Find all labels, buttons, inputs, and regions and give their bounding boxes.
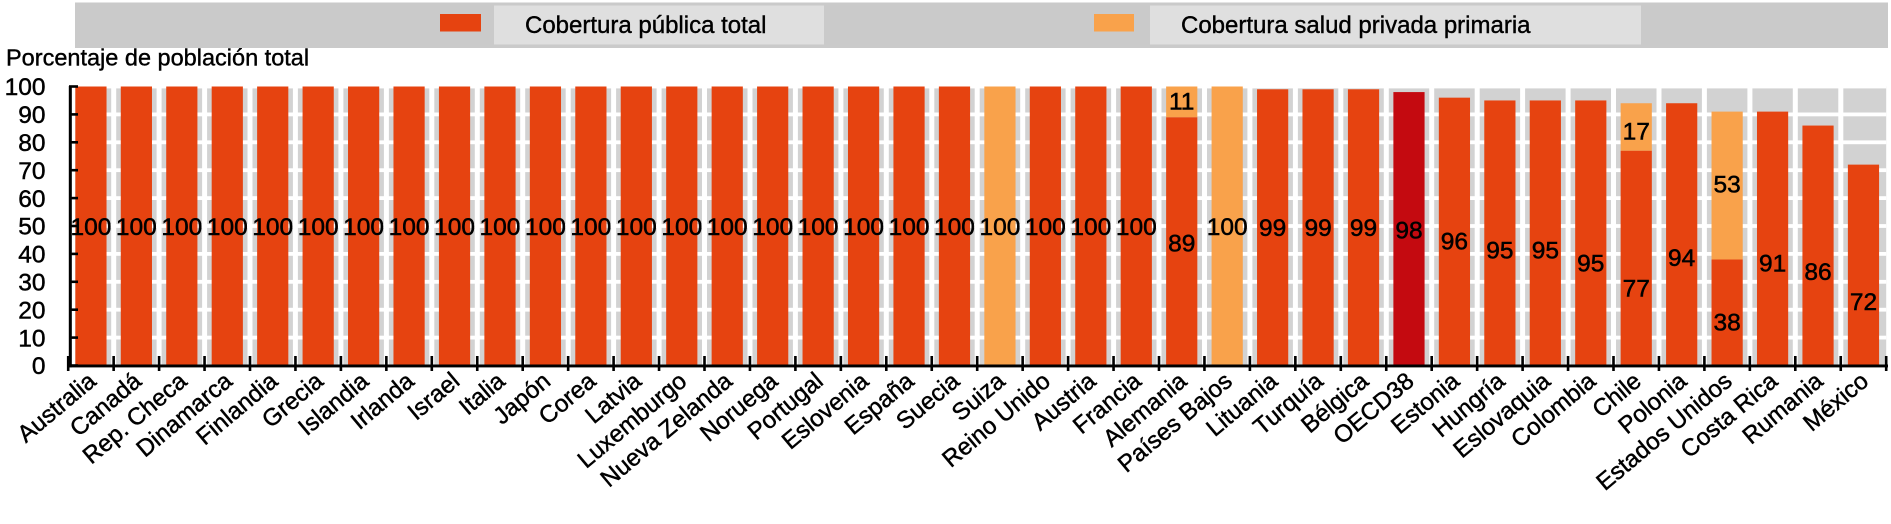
svg-text:70: 70 — [18, 158, 45, 185]
svg-text:100: 100 — [5, 74, 46, 101]
svg-text:11: 11 — [1169, 88, 1194, 115]
svg-text:100: 100 — [252, 214, 293, 241]
svg-text:98: 98 — [1395, 217, 1422, 244]
svg-text:100: 100 — [1207, 214, 1248, 241]
svg-text:Porcentaje de población total: Porcentaje de población total — [6, 45, 309, 71]
svg-text:100: 100 — [707, 214, 748, 241]
svg-text:100: 100 — [1116, 214, 1157, 241]
svg-text:100: 100 — [480, 214, 521, 241]
svg-text:99: 99 — [1259, 215, 1286, 242]
svg-text:91: 91 — [1759, 250, 1786, 277]
svg-text:100: 100 — [434, 214, 475, 241]
svg-text:99: 99 — [1304, 215, 1331, 242]
svg-text:100: 100 — [979, 214, 1020, 241]
svg-text:30: 30 — [18, 270, 45, 297]
svg-text:80: 80 — [18, 130, 45, 157]
svg-text:100: 100 — [343, 214, 384, 241]
svg-text:40: 40 — [18, 242, 45, 269]
svg-text:0: 0 — [32, 353, 46, 380]
svg-text:100: 100 — [661, 214, 702, 241]
svg-text:100: 100 — [116, 214, 157, 241]
svg-text:50: 50 — [18, 214, 45, 241]
svg-text:77: 77 — [1623, 275, 1650, 302]
svg-text:100: 100 — [1070, 214, 1111, 241]
svg-text:100: 100 — [934, 214, 975, 241]
svg-text:Cobertura pública total: Cobertura pública total — [525, 12, 766, 39]
svg-text:60: 60 — [18, 186, 45, 213]
svg-text:99: 99 — [1350, 215, 1377, 242]
svg-text:95: 95 — [1577, 251, 1604, 278]
svg-text:38: 38 — [1713, 309, 1740, 336]
svg-text:86: 86 — [1804, 259, 1831, 286]
svg-text:100: 100 — [616, 214, 657, 241]
svg-text:100: 100 — [843, 214, 884, 241]
svg-text:94: 94 — [1668, 245, 1695, 272]
svg-text:96: 96 — [1441, 229, 1468, 256]
svg-text:90: 90 — [18, 102, 45, 129]
svg-text:10: 10 — [18, 325, 45, 352]
svg-text:Cobertura salud privada primar: Cobertura salud privada primaria — [1181, 12, 1531, 39]
svg-text:100: 100 — [798, 214, 839, 241]
svg-text:100: 100 — [752, 214, 793, 241]
svg-text:100: 100 — [161, 214, 202, 241]
svg-text:20: 20 — [18, 297, 45, 324]
svg-text:100: 100 — [570, 214, 611, 241]
svg-text:53: 53 — [1713, 171, 1740, 198]
svg-text:100: 100 — [70, 214, 111, 241]
svg-text:89: 89 — [1168, 230, 1195, 257]
svg-text:17: 17 — [1623, 118, 1650, 145]
svg-text:100: 100 — [1025, 214, 1066, 241]
svg-text:72: 72 — [1850, 289, 1877, 316]
svg-text:100: 100 — [207, 214, 248, 241]
svg-text:100: 100 — [389, 214, 430, 241]
svg-text:100: 100 — [889, 214, 930, 241]
svg-text:95: 95 — [1486, 237, 1513, 264]
svg-text:100: 100 — [525, 214, 566, 241]
svg-text:95: 95 — [1532, 237, 1559, 264]
svg-text:100: 100 — [298, 214, 339, 241]
